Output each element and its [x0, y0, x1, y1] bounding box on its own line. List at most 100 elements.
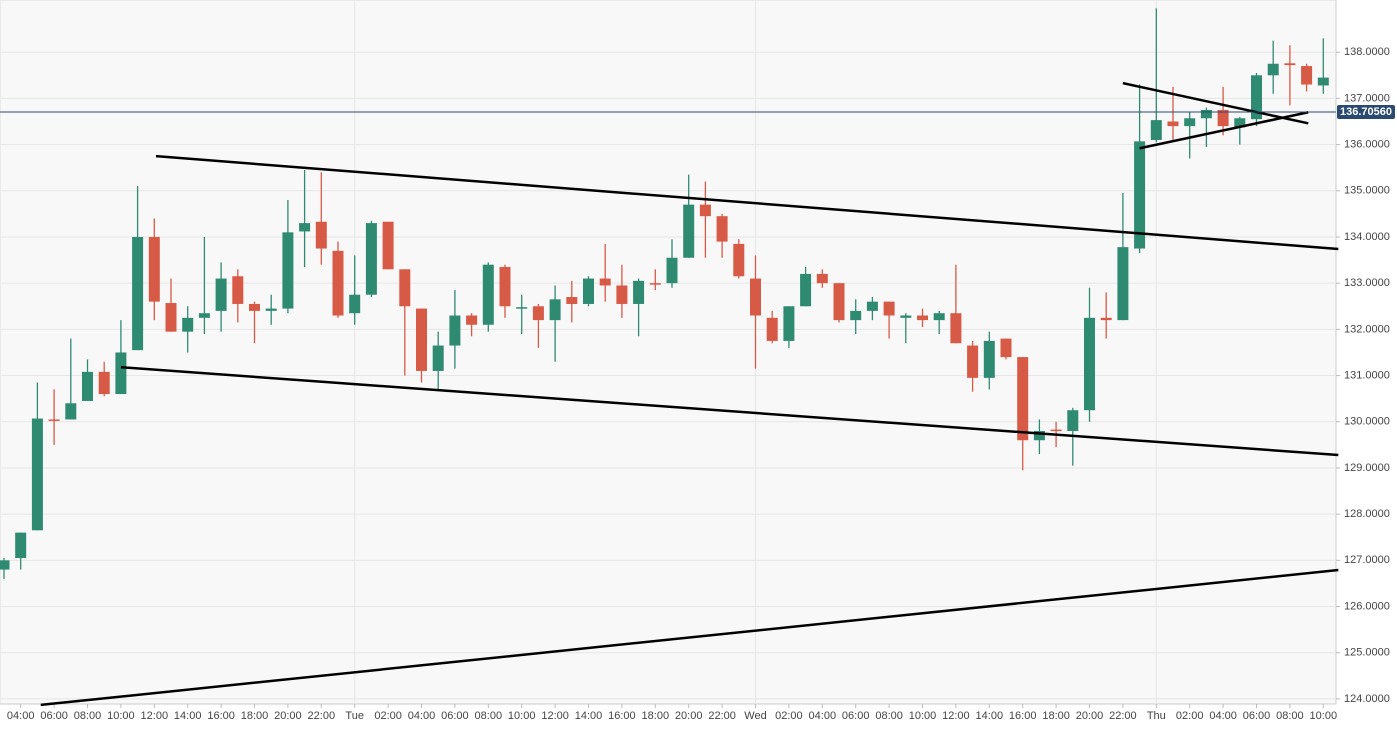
x-tick-label: 04:00 — [1209, 710, 1237, 722]
candle-body — [1084, 317, 1095, 411]
candle-body — [549, 299, 561, 321]
x-tick-label: 18:00 — [642, 710, 670, 722]
x-tick-label: 14:00 — [575, 710, 603, 722]
y-tick-label: 134.0000 — [1344, 231, 1390, 243]
x-tick-label: 04:00 — [809, 710, 837, 722]
candle-body — [15, 532, 27, 559]
x-tick-label: Tue — [345, 710, 364, 722]
candle-body — [315, 221, 327, 249]
candle-body — [265, 308, 277, 311]
trend-line — [40, 568, 1339, 707]
candle-body — [583, 278, 594, 304]
candle-body — [249, 303, 260, 311]
candle-body — [883, 301, 895, 316]
candle-body — [182, 317, 194, 332]
candle-body — [165, 303, 177, 332]
candle-body — [82, 371, 93, 401]
trend-line — [155, 154, 1339, 251]
candle-body — [1033, 430, 1045, 441]
trend-line — [1122, 81, 1309, 125]
candle-body — [299, 223, 311, 232]
x-tick-label: 10:00 — [909, 710, 937, 722]
candle-body — [466, 315, 478, 325]
y-tick-label: 128.0000 — [1344, 508, 1390, 520]
candle-body — [1067, 410, 1079, 431]
y-tick-label: 136.0000 — [1344, 138, 1390, 150]
candle-body — [416, 308, 427, 371]
x-tick-label: 20:00 — [675, 710, 703, 722]
candle-body — [1317, 77, 1329, 86]
x-tick-label: 02:00 — [775, 710, 803, 722]
candle-body — [1050, 429, 1062, 432]
candle-body — [449, 315, 461, 346]
x-tick-label: 18:00 — [1042, 710, 1070, 722]
x-tick-label: 10:00 — [508, 710, 536, 722]
x-tick-label: 06:00 — [1243, 710, 1271, 722]
candle-body — [115, 352, 127, 395]
candle-body — [1167, 121, 1179, 127]
candle-body — [215, 278, 227, 311]
candle-body — [933, 313, 945, 321]
x-tick-label: 06:00 — [842, 710, 870, 722]
candle-body — [1251, 75, 1262, 120]
candle-body — [1184, 118, 1196, 127]
candle-body — [649, 283, 661, 285]
candle-body — [900, 315, 912, 318]
candle-body — [1200, 109, 1212, 119]
y-tick-label: 124.0000 — [1344, 693, 1390, 705]
candle-body — [1134, 141, 1146, 249]
candle-body — [399, 269, 411, 307]
candle-body — [1150, 120, 1162, 140]
candle-body — [699, 204, 711, 217]
candle-body — [1301, 66, 1313, 85]
candle-body — [148, 236, 160, 302]
candle-body — [1284, 63, 1296, 66]
candle-body — [566, 297, 578, 304]
trend-line — [1139, 111, 1309, 150]
x-tick-label: 04:00 — [408, 710, 436, 722]
candle-body — [1100, 317, 1112, 321]
x-tick-label: 10:00 — [107, 710, 135, 722]
x-tick-label: 08:00 — [875, 710, 903, 722]
candle-body — [616, 285, 628, 304]
y-tick-label: 131.0000 — [1344, 369, 1390, 381]
candle-body — [332, 250, 344, 316]
candle-body — [198, 313, 210, 318]
candle-body — [1017, 357, 1029, 441]
x-tick-label: 14:00 — [174, 710, 202, 722]
candle-body — [282, 232, 294, 309]
x-tick-label: 16:00 — [1009, 710, 1037, 722]
candle-body — [232, 276, 244, 304]
y-tick-label: 125.0000 — [1344, 647, 1390, 659]
x-tick-label: 02:00 — [374, 710, 402, 722]
x-tick-label: 08:00 — [1276, 710, 1304, 722]
candle-body — [733, 243, 745, 277]
candle-body — [716, 216, 728, 242]
x-tick-label: 16:00 — [207, 710, 235, 722]
candle-body — [800, 273, 812, 307]
candle-body — [532, 306, 544, 321]
candle-body — [666, 257, 678, 284]
x-tick-label: 22:00 — [708, 710, 736, 722]
candle-body — [1267, 63, 1279, 76]
candle-body — [983, 340, 995, 378]
x-tick-label: 10:00 — [1310, 710, 1338, 722]
y-tick-label: 135.0000 — [1344, 185, 1390, 197]
candle-body — [599, 278, 611, 286]
candle-body — [516, 307, 528, 309]
y-tick-label: 126.0000 — [1344, 600, 1390, 612]
candle-body — [499, 267, 511, 307]
candle-body — [1234, 118, 1246, 128]
x-tick-label: 14:00 — [976, 710, 1004, 722]
y-tick-label: 137.0000 — [1344, 92, 1390, 104]
y-tick-label: 132.0000 — [1344, 323, 1390, 335]
x-tick-label: 12:00 — [541, 710, 569, 722]
plot-area — [0, 0, 1337, 705]
x-tick-label: 08:00 — [475, 710, 503, 722]
x-tick-label: 22:00 — [308, 710, 336, 722]
candle-body — [967, 345, 979, 378]
candle-body — [98, 371, 110, 395]
x-tick-label: 08:00 — [74, 710, 102, 722]
y-tick-label: 129.0000 — [1344, 462, 1390, 474]
x-tick-label: 02:00 — [1176, 710, 1204, 722]
